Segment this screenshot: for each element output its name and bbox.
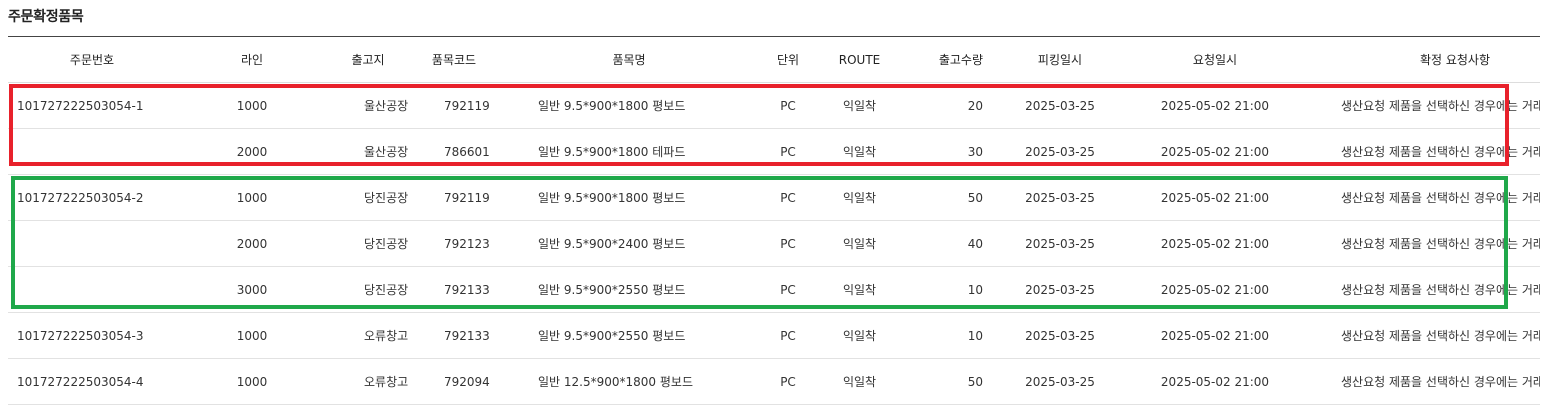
cell-route: 익일착 [842, 283, 877, 297]
cell-notes: 생산요청 제품을 선택하신 경우에는 거래 [1341, 237, 1540, 251]
cell-unit: PC [780, 236, 796, 251]
header-qty: 출고수량 [938, 53, 983, 67]
cell-line: 2000 [236, 144, 268, 159]
cell-notes: 생산요청 제품을 선택하신 경우에는 거래 [1341, 329, 1540, 343]
cell-warehouse: 오류창고 [364, 375, 408, 389]
cell-picking-date: 2025-03-25 [1025, 98, 1095, 113]
header-item-code: 품목코드 [431, 53, 477, 67]
header-route: ROUTE [838, 52, 881, 67]
cell-item-code: 792094 [444, 374, 490, 389]
order-items-table: 주문번호 라인 출고지 품목코드 품목명 단위 ROUTE 출고수량 피킹일시 … [8, 36, 1540, 405]
table-row[interactable]: 101727222503054-2 1000 당진공장 792119 일반 9.… [8, 175, 1540, 221]
cell-notes: 생산요청 제품을 선택하신 경우에는 거래 [1341, 99, 1540, 113]
cell-qty: 50 [967, 190, 983, 205]
cell-notes: 생산요청 제품을 선택하신 경우에는 거래 [1341, 191, 1540, 205]
header-warehouse: 출고지 [351, 53, 385, 67]
cell-route: 익일착 [842, 237, 877, 251]
cell-unit: PC [780, 282, 796, 297]
cell-request-date: 2025-05-02 21:00 [1160, 236, 1270, 251]
header-notes: 확정 요청사항 [1419, 53, 1490, 67]
cell-notes: 생산요청 제품을 선택하신 경우에는 거래 [1341, 375, 1540, 389]
cell-item-code: 792133 [444, 282, 490, 297]
table-row[interactable]: 101727222503054-1 1000 울산공장 792119 일반 9.… [8, 83, 1540, 129]
cell-warehouse: 당진공장 [364, 237, 408, 251]
cell-unit: PC [780, 144, 796, 159]
cell-request-date: 2025-05-02 21:00 [1160, 98, 1270, 113]
cell-item-name: 일반 9.5*900*1800 평보드 [538, 99, 686, 113]
cell-unit: PC [780, 374, 796, 389]
cell-item-code: 792119 [444, 190, 490, 205]
cell-route: 익일착 [842, 329, 877, 343]
cell-line: 1000 [236, 190, 268, 205]
cell-request-date: 2025-05-02 21:00 [1160, 374, 1270, 389]
cell-line: 1000 [236, 98, 268, 113]
cell-picking-date: 2025-03-25 [1025, 282, 1095, 297]
header-item-name: 품목명 [612, 53, 646, 67]
header-order-no: 주문번호 [69, 53, 115, 67]
cell-unit: PC [780, 98, 796, 113]
cell-item-code: 786601 [444, 144, 490, 159]
cell-notes: 생산요청 제품을 선택하신 경우에는 거래 [1341, 145, 1540, 159]
cell-request-date: 2025-05-02 21:00 [1160, 282, 1270, 297]
header-line: 라인 [240, 53, 264, 67]
cell-warehouse: 울산공장 [364, 99, 408, 113]
cell-notes: 생산요청 제품을 선택하신 경우에는 거래 [1341, 283, 1540, 297]
cell-order-no: 101727222503054-4 [17, 374, 144, 389]
cell-picking-date: 2025-03-25 [1025, 236, 1095, 251]
cell-request-date: 2025-05-02 21:00 [1160, 190, 1270, 205]
cell-unit: PC [780, 328, 796, 343]
cell-line: 1000 [236, 374, 268, 389]
cell-order-no: 101727222503054-2 [17, 190, 144, 205]
cell-route: 익일착 [842, 375, 877, 389]
cell-qty: 40 [967, 236, 983, 251]
cell-picking-date: 2025-03-25 [1025, 190, 1095, 205]
cell-order-no: 101727222503054-3 [17, 328, 144, 343]
cell-item-code: 792119 [444, 98, 490, 113]
cell-request-date: 2025-05-02 21:00 [1160, 328, 1270, 343]
cell-item-code: 792133 [444, 328, 490, 343]
cell-order-no: 101727222503054-1 [17, 98, 144, 113]
table-row[interactable]: 3000 당진공장 792133 일반 9.5*900*2550 평보드 PC … [8, 267, 1540, 313]
cell-order-no [8, 129, 176, 175]
cell-line: 3000 [236, 282, 268, 297]
cell-warehouse: 오류창고 [364, 329, 408, 343]
cell-qty: 20 [967, 98, 983, 113]
cell-qty: 10 [967, 282, 983, 297]
table-row[interactable]: 2000 울산공장 786601 일반 9.5*900*1800 테파드 PC … [8, 129, 1540, 175]
cell-line: 2000 [236, 236, 268, 251]
cell-unit: PC [780, 190, 796, 205]
cell-qty: 50 [967, 374, 983, 389]
cell-request-date: 2025-05-02 21:00 [1160, 144, 1270, 159]
section-title: 주문확정품목 [8, 9, 84, 25]
cell-item-name: 일반 9.5*900*2550 평보드 [538, 329, 686, 343]
cell-qty: 10 [967, 328, 983, 343]
cell-item-name: 일반 9.5*900*2550 평보드 [538, 283, 686, 297]
cell-item-name: 일반 9.5*900*1800 평보드 [538, 191, 686, 205]
table-row[interactable]: 101727222503054-3 1000 오류창고 792133 일반 9.… [8, 313, 1540, 359]
cell-warehouse: 당진공장 [364, 283, 408, 297]
cell-warehouse: 울산공장 [364, 145, 408, 159]
cell-route: 익일착 [842, 191, 877, 205]
table-row[interactable]: 101727222503054-4 1000 오류창고 792094 일반 12… [8, 359, 1540, 405]
cell-order-no [8, 267, 176, 313]
cell-route: 익일착 [842, 99, 877, 113]
table-row[interactable]: 2000 당진공장 792123 일반 9.5*900*2400 평보드 PC … [8, 221, 1540, 267]
cell-item-name: 일반 9.5*900*1800 테파드 [538, 145, 686, 159]
cell-item-code: 792123 [444, 236, 490, 251]
cell-line: 1000 [236, 328, 268, 343]
table-header-row: 주문번호 라인 출고지 품목코드 품목명 단위 ROUTE 출고수량 피킹일시 … [8, 36, 1540, 83]
cell-warehouse: 당진공장 [364, 191, 408, 205]
cell-order-no [8, 221, 176, 267]
cell-item-name: 일반 12.5*900*1800 평보드 [538, 375, 693, 389]
cell-route: 익일착 [842, 145, 877, 159]
cell-item-name: 일반 9.5*900*2400 평보드 [538, 237, 686, 251]
header-unit: 단위 [776, 53, 800, 67]
cell-qty: 30 [967, 144, 983, 159]
cell-picking-date: 2025-03-25 [1025, 328, 1095, 343]
header-request-date: 요청일시 [1192, 53, 1238, 67]
cell-picking-date: 2025-03-25 [1025, 374, 1095, 389]
header-picking-date: 피킹일시 [1037, 53, 1083, 67]
cell-picking-date: 2025-03-25 [1025, 144, 1095, 159]
